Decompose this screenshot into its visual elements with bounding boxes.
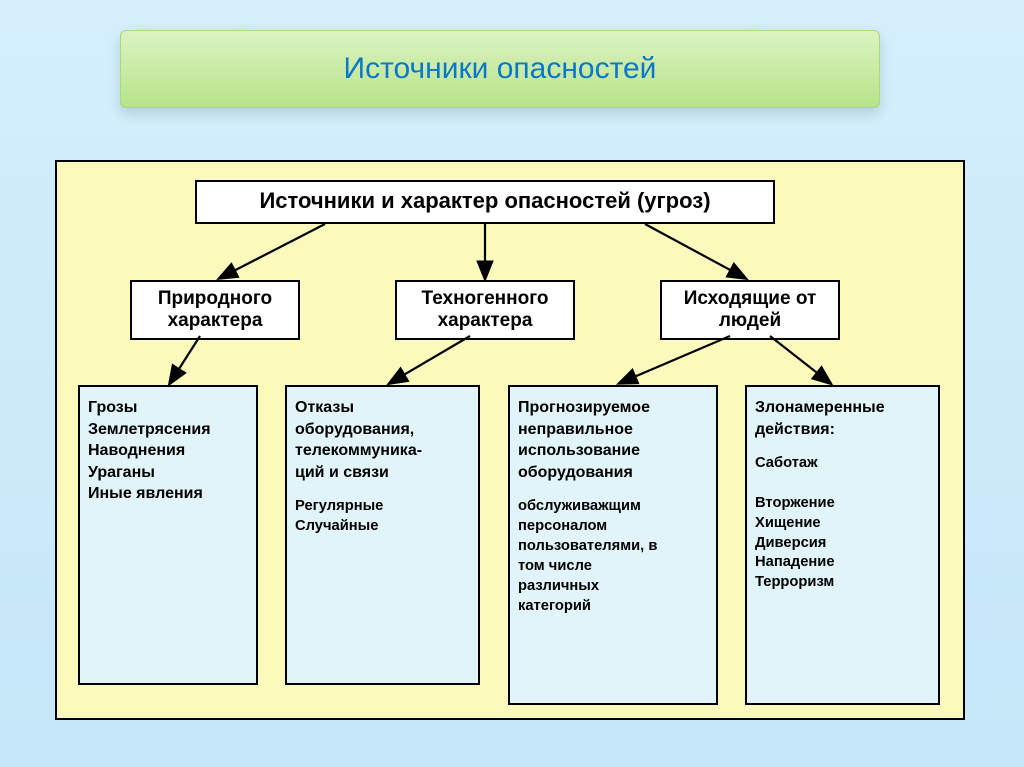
leaf-line: действия: xyxy=(755,419,930,441)
leaf-line: оборудования, xyxy=(295,419,470,441)
leaf-line: Грозы xyxy=(88,397,248,419)
leaf-node-natural: ГрозыЗемлетрясенияНаводненияУраганыИные … xyxy=(78,385,258,685)
leaf-secondary-line: Случайные xyxy=(295,517,470,537)
category-node-human: Исходящие отлюдей xyxy=(660,280,840,340)
leaf-node-malicious: Злонамеренныедействия: Саботаж ВторжениеХ… xyxy=(745,385,940,705)
leaf-line: Отказы xyxy=(295,397,470,419)
leaf-secondary-line: Вторжение xyxy=(755,494,930,514)
leaf-secondary-line: категорий xyxy=(518,597,708,617)
leaf-node-technogenic: Отказыоборудования,телекоммуника-ций и с… xyxy=(285,385,480,685)
leaf-secondary-line: Диверсия xyxy=(755,534,930,554)
leaf-line: телекоммуника- xyxy=(295,440,470,462)
category-node-technogenic: Техногенногохарактера xyxy=(395,280,575,340)
leaf-secondary-line: Регулярные xyxy=(295,497,470,517)
leaf-line: Землетрясения xyxy=(88,419,248,441)
leaf-line: Прогнозируемое xyxy=(518,397,708,419)
leaf-secondary-line: Нападение xyxy=(755,553,930,573)
leaf-secondary-line: персоналом xyxy=(518,517,708,537)
leaf-line: неправильное xyxy=(518,419,708,441)
category-label-line: людей xyxy=(719,310,781,331)
leaf-node-misuse: Прогнозируемоенеправильноеиспользованиео… xyxy=(508,385,718,705)
leaf-secondary-line: том числе xyxy=(518,557,708,577)
root-node: Источники и характер опасностей (угроз) xyxy=(195,180,775,224)
category-label-line: Природного xyxy=(158,288,272,309)
category-label-line: характера xyxy=(168,310,263,331)
leaf-line: Ураганы xyxy=(88,462,248,484)
leaf-line: оборудования xyxy=(518,462,708,484)
leaf-line: Наводнения xyxy=(88,440,248,462)
category-label-line: Исходящие от xyxy=(684,288,817,309)
leaf-line: использование xyxy=(518,440,708,462)
leaf-secondary-line: пользователями, в xyxy=(518,537,708,557)
category-label-line: Техногенного xyxy=(422,288,549,309)
title-text: Источники опасностей xyxy=(344,52,657,86)
leaf-line: Иные явления xyxy=(88,483,248,505)
leaf-line: ций и связи xyxy=(295,462,470,484)
title-banner: Источники опасностей xyxy=(120,30,880,108)
leaf-secondary-line: Хищение xyxy=(755,514,930,534)
leaf-secondary-line: различных xyxy=(518,577,708,597)
leaf-line: Злонамеренные xyxy=(755,397,930,419)
category-node-natural: Природногохарактера xyxy=(130,280,300,340)
leaf-secondary-line: Саботаж xyxy=(755,454,930,474)
leaf-secondary-line: Терроризм xyxy=(755,573,930,593)
leaf-secondary-line xyxy=(755,474,930,494)
leaf-secondary-line: обслуживажщим xyxy=(518,497,708,517)
root-label: Источники и характер опасностей (угроз) xyxy=(259,188,710,213)
category-label-line: характера xyxy=(438,310,533,331)
